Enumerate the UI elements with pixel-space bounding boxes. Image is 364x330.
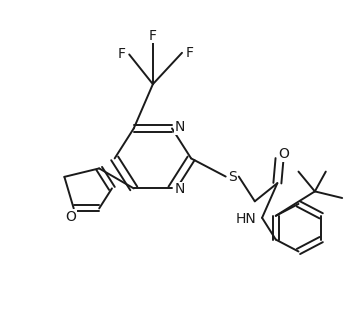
Text: HN: HN — [235, 213, 256, 226]
Text: N: N — [175, 120, 185, 134]
Text: F: F — [149, 29, 157, 43]
Text: O: O — [66, 210, 76, 224]
Text: F: F — [117, 48, 125, 61]
Text: N: N — [175, 182, 185, 196]
Text: O: O — [278, 148, 289, 161]
Text: S: S — [228, 170, 237, 183]
Text: F: F — [186, 46, 194, 60]
